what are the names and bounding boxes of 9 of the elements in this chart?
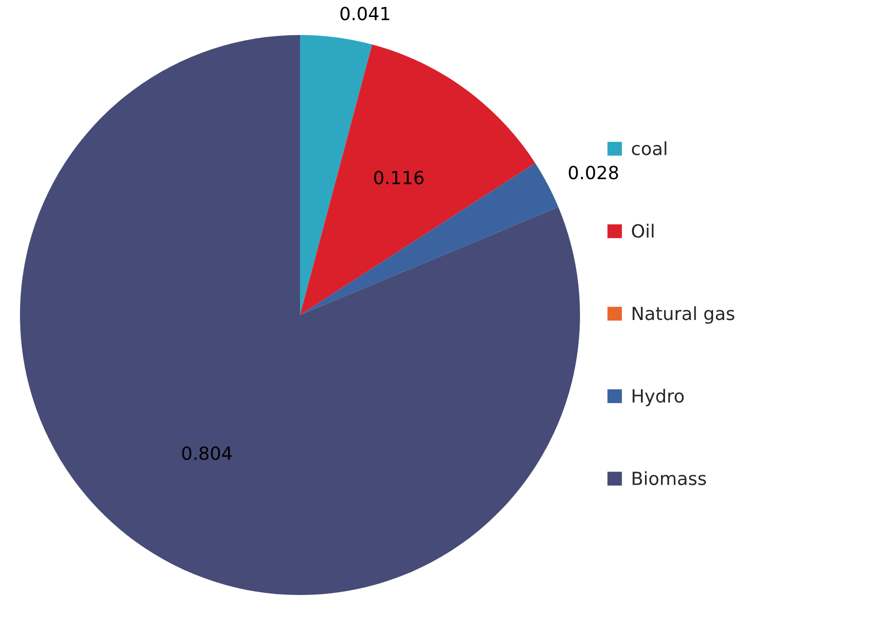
data-label: 0.028 — [568, 166, 618, 180]
legend-label: Biomass — [632, 471, 706, 486]
legend-label: Oil — [632, 224, 654, 238]
legend-label: coal — [632, 141, 666, 156]
data-label: 0.804 — [182, 446, 232, 460]
legend-label: Hydro — [632, 388, 684, 406]
legend-label: Natural gas — [632, 306, 734, 324]
data-label: 0.041 — [340, 6, 390, 20]
data-label: 0.116 — [374, 170, 424, 184]
